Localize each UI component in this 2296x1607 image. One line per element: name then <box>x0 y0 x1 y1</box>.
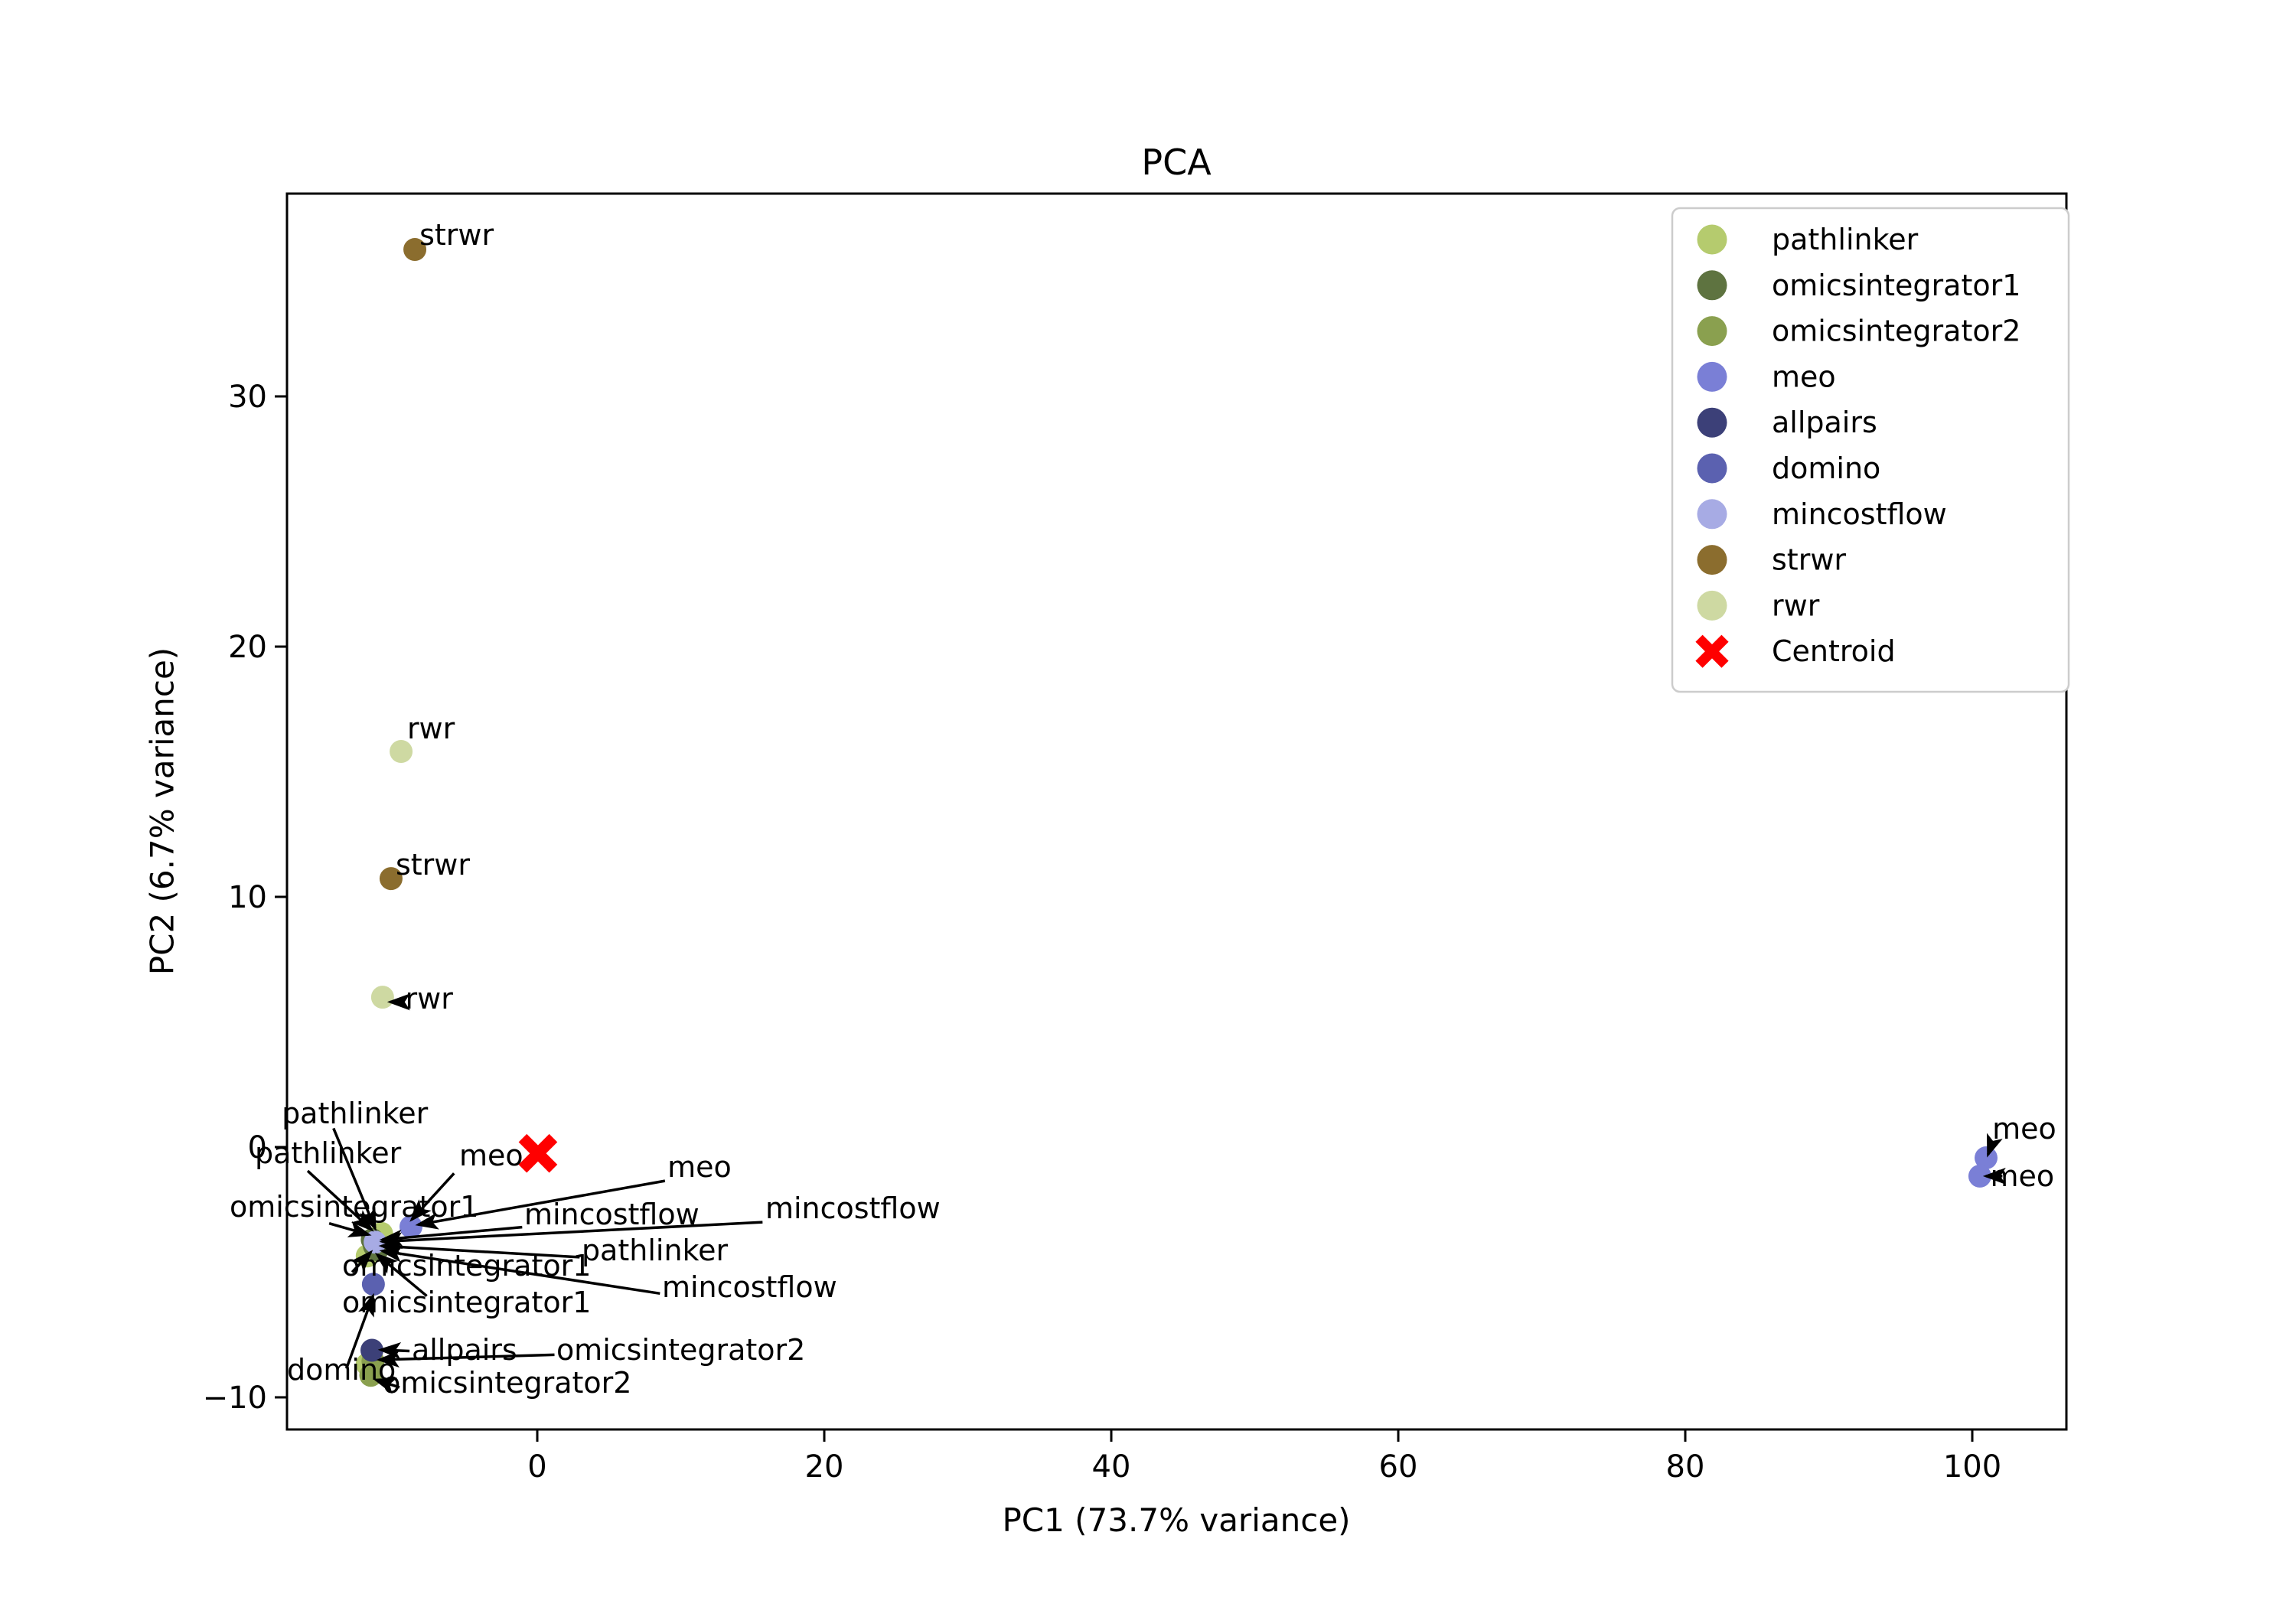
centroid-marker <box>518 1133 558 1173</box>
annotation-label: domino <box>287 1353 396 1387</box>
annotation-arrow <box>415 1179 666 1230</box>
annotation-arrow <box>378 1238 580 1259</box>
x-tick-label: 20 <box>805 1449 844 1485</box>
scatter-point-rwr <box>390 740 413 764</box>
legend-label: mincostflow <box>1772 497 1947 531</box>
annotation-arrow <box>1986 1133 2003 1158</box>
annotation-label: omicsintegrator2 <box>556 1333 805 1367</box>
annotation-label: omicsintegrator1 <box>342 1249 591 1283</box>
annotation-label: rwr <box>407 712 455 745</box>
legend-label: Centroid <box>1772 634 1896 668</box>
annotation-label: allpairs <box>412 1333 517 1367</box>
legend-label: rwr <box>1772 588 1820 622</box>
legend-label: allpairs <box>1772 406 1877 439</box>
annotation-arrow <box>409 1172 455 1222</box>
legend-label: omicsintegrator2 <box>1772 315 2020 348</box>
annotation-label: rwr <box>406 982 454 1015</box>
annotation-label: meo <box>459 1139 523 1172</box>
scatter-point-strwr <box>403 238 427 262</box>
annotation-label: omicsintegrator1 <box>230 1190 478 1224</box>
x-axis-label: PC1 (73.7% variance) <box>1002 1501 1351 1539</box>
legend-swatch-rwr <box>1697 590 1727 621</box>
annotation-label: mincostflow <box>662 1270 837 1304</box>
annotation-arrow <box>377 1342 410 1359</box>
annotation-label: omicsintegrator2 <box>383 1366 631 1400</box>
legend-swatch-omicsintegrator1 <box>1697 270 1727 301</box>
axes-frame <box>285 192 2068 1431</box>
legend-swatch-pathlinker <box>1697 224 1727 255</box>
legend-swatch-allpairs <box>1697 407 1727 438</box>
chart-title: PCA <box>1141 142 1212 183</box>
x-tick-label: 60 <box>1379 1449 1418 1485</box>
legend-label: omicsintegrator1 <box>1772 269 2020 302</box>
x-tick-label: 40 <box>1092 1449 1131 1485</box>
annotation-arrow <box>379 1225 523 1247</box>
annotation-label: meo <box>667 1150 732 1184</box>
legend-label: strwr <box>1772 543 1846 577</box>
x-tick-label: 0 <box>527 1449 546 1485</box>
annotation-label: pathlinker <box>582 1234 729 1267</box>
y-tick-label: 10 <box>228 880 267 915</box>
legend-swatch-mincostflow <box>1697 499 1727 530</box>
annotation-arrow <box>306 1169 374 1232</box>
legend-label: meo <box>1772 360 1836 393</box>
legend-swatch-domino <box>1697 453 1727 484</box>
legend-swatch-meo <box>1697 361 1727 392</box>
scatter-point-strwr <box>379 867 403 891</box>
legend-box <box>1671 207 2070 693</box>
annotation-arrow <box>344 1292 374 1369</box>
annotation-label: pathlinker <box>255 1136 402 1170</box>
annotation-arrow <box>376 1351 555 1368</box>
x-tick-label: 80 <box>1666 1449 1705 1485</box>
scatter-point-rwr <box>370 986 394 1009</box>
annotation-arrow <box>379 1221 763 1250</box>
annotation-label: meo <box>1990 1159 2054 1193</box>
annotation-arrow <box>379 1245 660 1296</box>
y-tick-label: 20 <box>228 630 267 665</box>
annotation-label: omicsintegrator1 <box>342 1286 591 1319</box>
annotation-label: mincostflow <box>524 1198 700 1231</box>
legend-swatch-strwr <box>1697 545 1727 575</box>
legend-swatch-omicsintegrator2 <box>1697 316 1727 347</box>
legend-label: pathlinker <box>1772 223 1919 256</box>
annotation-arrow <box>328 1221 372 1237</box>
legend-swatch-centroid <box>1695 634 1729 668</box>
annotation-label: mincostflow <box>765 1191 941 1225</box>
annotation-arrow <box>351 1250 373 1273</box>
annotation-label: meo <box>1992 1112 2056 1146</box>
annotation-arrow <box>373 1377 400 1394</box>
legend-label: domino <box>1772 451 1880 485</box>
annotation-label: pathlinker <box>282 1097 429 1130</box>
scatter-point-domino <box>361 1273 385 1296</box>
y-tick-label: 30 <box>228 380 267 415</box>
annotation-label: strwr <box>419 218 494 252</box>
y-tick-label: 0 <box>248 1130 267 1165</box>
annotation-label: strwr <box>396 848 470 882</box>
x-tick-label: 100 <box>1943 1449 2001 1485</box>
y-tick-label: −10 <box>203 1380 267 1416</box>
